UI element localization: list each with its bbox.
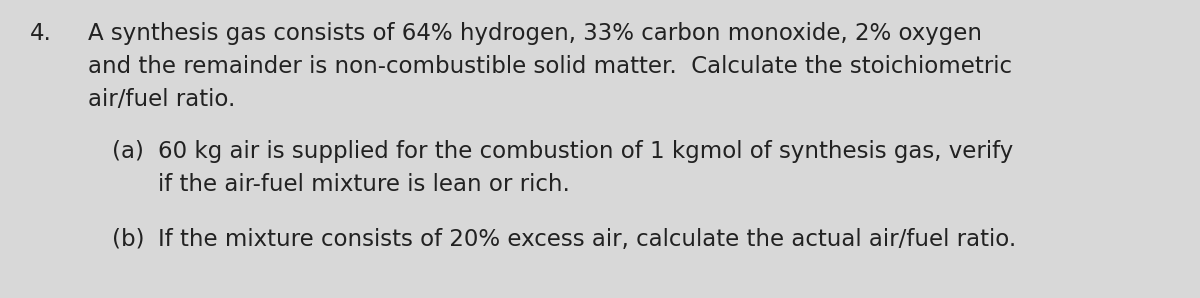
Text: (a): (a) (112, 140, 144, 163)
Text: A synthesis gas consists of 64% hydrogen, 33% carbon monoxide, 2% oxygen: A synthesis gas consists of 64% hydrogen… (88, 22, 982, 45)
Text: and the remainder is non-combustible solid matter.  Calculate the stoichiometric: and the remainder is non-combustible sol… (88, 55, 1012, 78)
Text: 60 kg air is supplied for the combustion of 1 kgmol of synthesis gas, verify: 60 kg air is supplied for the combustion… (158, 140, 1013, 163)
Text: if the air-fuel mixture is lean or rich.: if the air-fuel mixture is lean or rich. (158, 173, 570, 196)
Text: air/fuel ratio.: air/fuel ratio. (88, 88, 235, 111)
Text: (b): (b) (112, 228, 144, 251)
Text: If the mixture consists of 20% excess air, calculate the actual air/fuel ratio.: If the mixture consists of 20% excess ai… (158, 228, 1016, 251)
Text: 4.: 4. (30, 22, 52, 45)
